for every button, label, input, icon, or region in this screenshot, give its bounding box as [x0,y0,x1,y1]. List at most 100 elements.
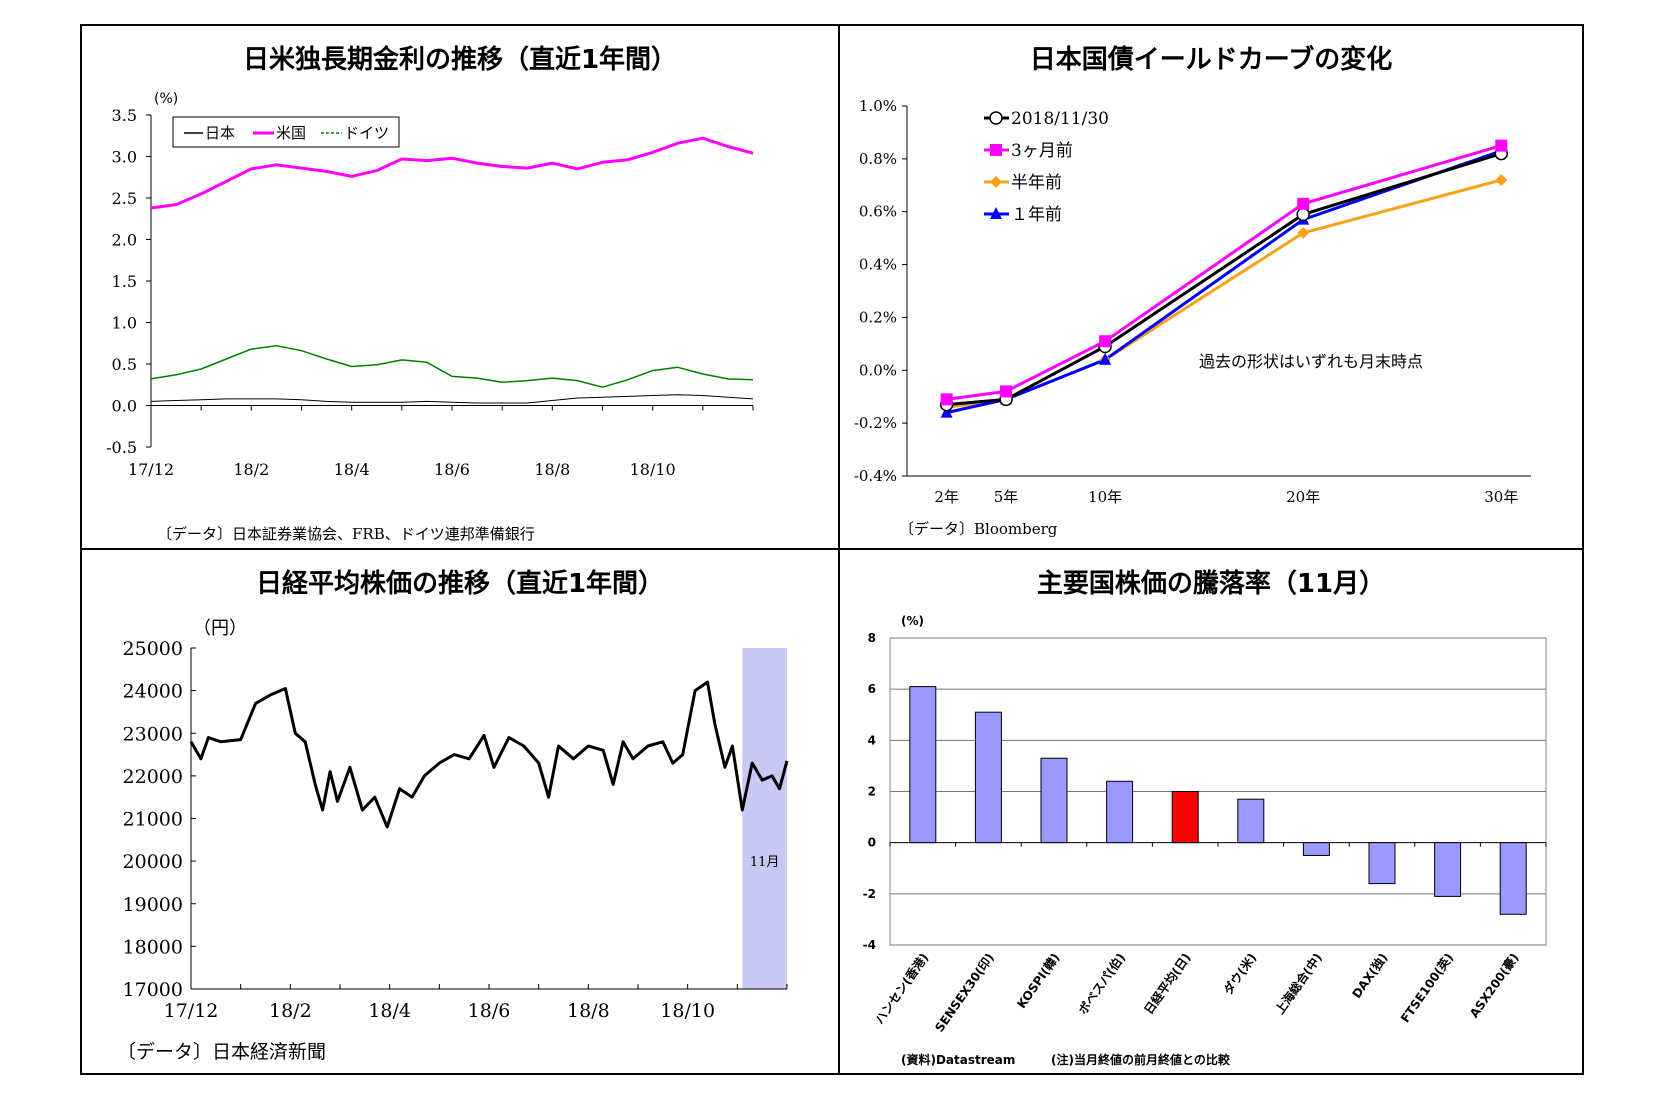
rates-chart: (%) 日本 米国 ドイツ 3.5 3.0 2.5 2.0 1.5 1.0 0.5 0.0 -0… [106,91,754,479]
nikkei-x-tick-label: 18/10 [660,1000,715,1022]
stocks-unit: (%) [901,614,924,628]
nikkei-x-tick-label: 18/6 [468,1000,511,1022]
curve-y-tick-label: 0.6% [859,203,897,221]
stocks-panel: 主要国株価の騰落率（11月） (%) 8 6 4 2 0 -2 -4 ハンセン(香港) SENS… [839,549,1583,1074]
stocks-x-tick-label: KOSPI(韓) [1014,950,1063,1011]
stocks-bar [1434,842,1462,897]
nikkei-y-tick-label: 19000 [123,894,183,916]
nikkei-y-tick-label: 23000 [123,723,183,745]
stocks-y-tick-label: 6 [868,682,876,696]
curve-legend-label-1y: １年前 [1011,205,1062,225]
rates-unit: (%) [154,91,178,107]
legend-us: 米国 [276,124,306,142]
curve-point-1y [1099,352,1112,365]
curve-legend-marker-3m [990,144,1002,156]
nikkei-y-tick-label: 20000 [123,851,183,873]
rates-y-tick-label: 2.0 [112,231,137,250]
nikkei-x-tick-label: 17/12 [164,1000,219,1022]
legend-germany: ドイツ [344,124,389,142]
curve-y-tick-label: -0.2% [854,414,897,432]
stocks-x-tick-label: 上海総合(中) [1272,950,1325,1017]
stocks-bar [1040,757,1068,844]
stocks-y-tick-label: 4 [868,733,876,747]
stocks-y-tick-label: 8 [868,631,876,645]
rates-y-tick-label: 3.0 [112,148,137,167]
curve-x-tick-label: 20年 [1286,488,1320,506]
stocks-x-tick-label: ハンセン(香港) [871,950,931,1027]
stocks-title: 主要国株価の騰落率（11月） [1036,569,1386,599]
nikkei-y-tick-label: 17000 [123,979,183,1001]
rates-x-tick-label: 18/4 [334,460,370,479]
nikkei-y-tick-label: 25000 [123,638,183,660]
rates-x-tick-label: 17/12 [128,460,174,479]
curve-x-tick-label: 5年 [994,488,1019,506]
stocks-x-tick-label: ASX200(豪) [1466,950,1521,1020]
rates-y-tick-label: -0.5 [106,438,137,457]
stocks-source-right: (注)当月終値の前月終値との比較 [1051,1053,1230,1067]
rates-x-tick-label: 18/10 [630,460,676,479]
stocks-x-tick-label: SENSEX30(印) [932,951,997,1035]
stocks-y-tick-label: -2 [863,887,876,901]
nikkei-series [189,680,789,829]
curve-title: 日本国債イールドカーブの変化 [1029,45,1393,75]
nikkei-y-tick-label: 24000 [123,681,183,703]
curve-x-tick-label: 10年 [1088,488,1122,506]
rates-y-tick-label: 1.5 [112,272,137,291]
rates-y-tick-label: 0.0 [112,397,137,416]
nikkei-chart: （円） 11月 25000 24000 23000 22000 21000 20000 190… [123,618,789,1022]
curve-y-tick-label: 0.4% [859,256,897,274]
nikkei-x-tick-label: 18/8 [567,1000,610,1022]
curve-x-tick-label: 30年 [1484,488,1518,506]
rates-title: 日米独長期金利の推移（直近1年間） [242,45,678,75]
curve-note: 過去の形状はいずれも月末時点 [1199,352,1423,371]
curve-y-tick-label: 0.0% [859,361,897,379]
nikkei-band-label: 11月 [750,855,780,870]
nikkei-title: 日経平均株価の推移（直近1年間） [255,569,665,599]
stocks-y-tick-label: -4 [863,938,876,952]
rates-series-us [150,136,754,210]
curve-y-tick-label: 1.0% [859,97,897,115]
curve-panel: 日本国債イールドカーブの変化 過去の形状はいずれも月末時点 1.0% 0.8% 0.… [839,25,1583,549]
rates-series-japan [150,394,754,404]
stocks-x-tick-label: 日経平均(日) [1141,950,1194,1017]
stocks-source-left: (資料)Datastream [901,1053,1016,1067]
curve-source: 〔データ〕Bloomberg [899,520,1058,538]
curve-point-3m [1297,197,1310,210]
nikkei-unit: （円） [193,618,247,639]
stocks-bar [974,711,1002,844]
rates-series-germany [150,344,754,388]
curve-y-tick-label: 0.8% [859,150,897,168]
stocks-y-tick-label: 2 [868,785,876,799]
curve-legend-label-3m: 3ヶ月前 [1011,141,1073,161]
nikkei-x-tick-label: 18/4 [368,1000,411,1022]
curve-point-3m [1495,139,1508,152]
curve-point-1y [940,405,953,418]
curve-legend-marker-6m [990,176,1002,188]
rates-x-tick-label: 18/6 [434,460,470,479]
stocks-x-tick-label: ダウ(米) [1220,950,1259,997]
stocks-x-tick-label: FTSE100(英) [1397,950,1456,1025]
curve-legend-label-6m: 半年前 [1011,173,1062,193]
curve-point-3m [1099,335,1112,348]
nikkei-y-tick-label: 21000 [123,809,183,831]
stocks-bar [1302,842,1330,856]
rates-y-tick-label: 1.0 [112,314,137,333]
nikkei-y-tick-label: 18000 [123,936,183,958]
curve-point-latest [1296,207,1310,222]
curve-point-6m [1495,174,1508,186]
rates-source: 〔データ〕日本証券業協会、FRB、ドイツ連邦準備銀行 [157,525,535,543]
curve-point-3m [940,393,953,406]
curve-point-6m [1297,226,1310,239]
stocks-x-tick-label: DAX(独) [1349,950,1391,1001]
stocks-bar [1106,780,1134,844]
nikkei-panel: 日経平均株価の推移（直近1年間） （円） 11月 25000 24000 23000 2… [81,549,839,1074]
stocks-bar [1171,791,1199,844]
legend-japan: 日本 [205,124,235,142]
rates-panel: 日米独長期金利の推移（直近1年間） (%) 日本 米国 ドイツ 3.5 3.0 2.… [81,25,839,549]
curve-x-tick-label: 2年 [934,488,959,506]
curve-legend-marker-1y [990,207,1002,219]
curve-y-tick-label: 0.2% [859,308,897,326]
curve-chart: 過去の形状はいずれも月末時点 1.0% 0.8% 0.6% 0.4% 0.2% 0.0% -… [854,97,1531,506]
